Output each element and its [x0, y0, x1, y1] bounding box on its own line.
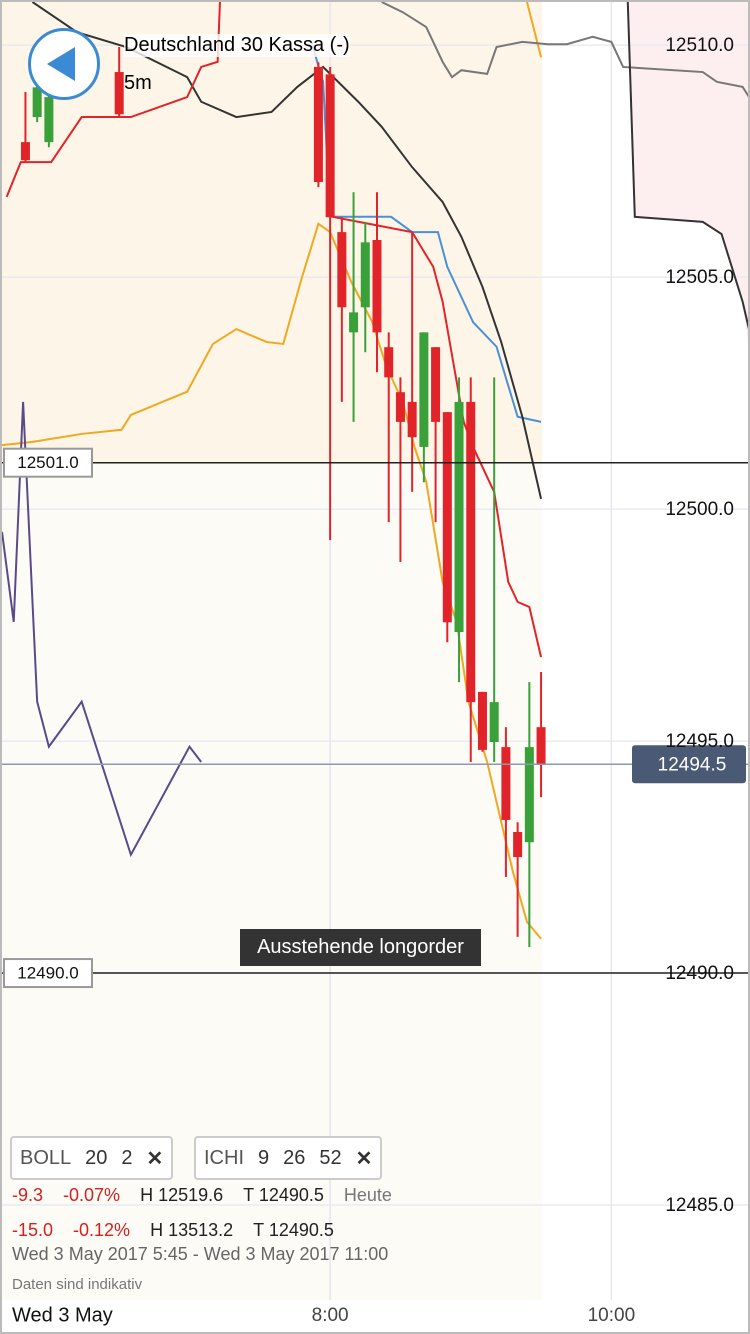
candle-body [372, 240, 382, 333]
note: Daten sind indikativ [12, 1276, 143, 1293]
candle-body [466, 401, 476, 703]
candle-body [349, 312, 359, 333]
candle-body [395, 392, 405, 422]
indicator-line [31, 2, 543, 500]
stat: Heute [343, 1185, 392, 1205]
candle-body [524, 747, 534, 843]
cloud-bg [622, 2, 748, 342]
level-label: 12501.0 [17, 453, 78, 472]
candle-body [454, 401, 464, 633]
chip-text: 26 [283, 1146, 306, 1169]
candle-body [442, 412, 452, 623]
y-tick-label: 12510.0 [665, 35, 734, 56]
y-tick-label: 12485.0 [665, 1195, 734, 1216]
candle-body [407, 401, 417, 438]
date-label: Wed 3 May [12, 1304, 113, 1326]
level-label: 12490.0 [17, 964, 78, 983]
stat: -0.12% [73, 1220, 131, 1240]
back-button[interactable] [28, 28, 100, 100]
chip-text: 52 [319, 1146, 342, 1169]
candle-body [44, 97, 54, 143]
candle-body [513, 832, 523, 858]
date-bg [2, 1302, 136, 1332]
x-tick-label: 10:00 [588, 1305, 636, 1326]
chip-text: BOLL [20, 1146, 72, 1169]
order-annotation: Ausstehende longorder [240, 929, 481, 966]
candle-body [32, 87, 42, 118]
y-tick-label: 12505.0 [665, 267, 734, 288]
level-box [3, 447, 93, 478]
chip-close[interactable]: ✕ [355, 1147, 373, 1170]
indicator-line [626, 2, 748, 330]
title: Deutschland 30 Kassa (-) [124, 34, 350, 57]
indicator-chip[interactable]: ICHI 9 26 52 ✕ [194, 1136, 383, 1180]
stat: H 13513.2 [150, 1220, 234, 1240]
indicator-chip[interactable]: BOLL 20 2 ✕ [10, 1136, 174, 1180]
chip-text: 2 [121, 1146, 133, 1169]
indicator-line [526, 2, 543, 58]
stat: -9.3 [12, 1185, 44, 1205]
back-icon [47, 47, 75, 81]
candle-body [313, 66, 323, 183]
chip-text: 20 [85, 1146, 108, 1169]
indicator-line [5, 2, 221, 198]
level-box [3, 958, 93, 989]
stat: T 12490.5 [253, 1220, 334, 1240]
candle-body [384, 347, 394, 378]
chip-text: 9 [258, 1146, 270, 1169]
candle-body [431, 347, 441, 422]
last-price-label: 12494.5 [658, 754, 727, 775]
x-tick-label: 8:00 [312, 1305, 349, 1326]
indicator-line [381, 2, 748, 98]
candle-body [360, 242, 370, 308]
interval: 5m [124, 72, 152, 94]
stat: -15.0 [12, 1220, 54, 1240]
candle-body [114, 72, 124, 115]
indicator-line [2, 401, 203, 858]
candle-body [501, 747, 511, 820]
y-tick-label: 12500.0 [665, 499, 734, 520]
candle-body [536, 727, 546, 765]
candle-body [477, 691, 487, 750]
candle-body [419, 332, 429, 447]
stat: H 12519.6 [140, 1185, 224, 1205]
y-tick-label: 12490.0 [665, 963, 734, 984]
stat: -0.07% [63, 1185, 121, 1205]
stat: T 12490.5 [243, 1185, 324, 1205]
chip-text: ICHI [204, 1146, 244, 1169]
date-range: Wed 3 May 2017 5:45 - Wed 3 May 2017 11:… [12, 1244, 389, 1264]
stats-row: -9.3 -0.07% H 12519.6 T 12490.5 Heute [12, 1185, 412, 1206]
candle-body [325, 74, 335, 218]
last-price-box [632, 745, 746, 784]
y-tick-label: 12495.0 [665, 731, 734, 752]
candle-body [489, 702, 499, 743]
stats-row: -15.0 -0.12% H 13513.2 T 12490.5 [12, 1220, 354, 1241]
chip-close[interactable]: ✕ [146, 1147, 164, 1170]
candle-body [337, 232, 347, 308]
candle-body [20, 142, 30, 161]
